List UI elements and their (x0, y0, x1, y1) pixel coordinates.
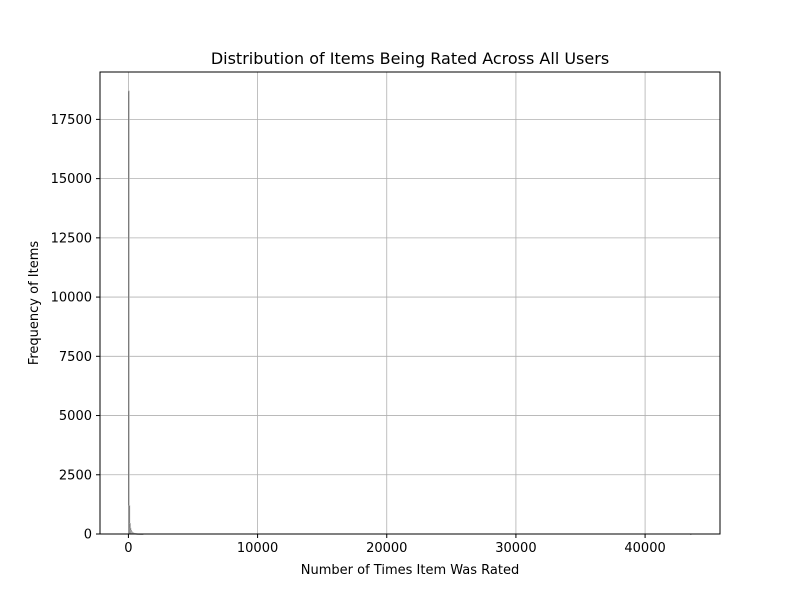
y-axis-label: Frequency of Items (27, 241, 42, 366)
x-axis-label: Number of Times Item Was Rated (301, 563, 519, 578)
y-tick-label: 12500 (51, 231, 92, 246)
x-tick-label: 10000 (237, 541, 278, 556)
x-tick-label: 30000 (495, 541, 536, 556)
plot-frame (99, 71, 721, 535)
x-tick-label: 20000 (366, 541, 407, 556)
y-tick-label: 7500 (59, 350, 92, 365)
y-tick-label: 2500 (59, 468, 92, 483)
histogram-bar (128, 90, 130, 535)
x-tick-label: 0 (124, 541, 132, 556)
chart-title: Distribution of Items Being Rated Across… (211, 49, 609, 68)
x-axis: 0 10000 20000 30000 40000 (124, 534, 666, 556)
y-tick-label: 5000 (59, 409, 92, 424)
y-axis: 0 2500 5000 7500 10000 12500 15000 17500 (51, 113, 100, 543)
y-tick-label: 17500 (51, 113, 92, 128)
y-tick-label: 10000 (51, 291, 92, 306)
x-tick-label: 40000 (624, 541, 665, 556)
y-tick-label: 0 (84, 528, 92, 543)
y-tick-label: 15000 (51, 172, 92, 187)
